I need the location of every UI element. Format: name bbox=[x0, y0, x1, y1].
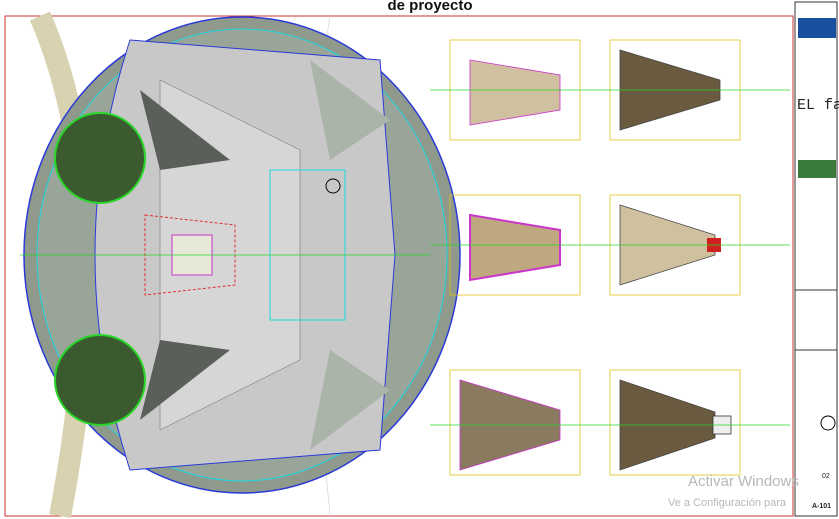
drawing-circle bbox=[54, 334, 146, 426]
title-fragment: de proyecto bbox=[387, 0, 472, 14]
watermark-subtitle: Ve a Configuración para bbox=[668, 497, 787, 509]
drawing-path bbox=[469, 213, 561, 282]
drawing-rect bbox=[794, 1, 838, 517]
project-name: EL far bbox=[797, 97, 839, 114]
watermark-title: Activar Windows bbox=[688, 473, 799, 490]
drawing-path bbox=[140, 90, 230, 420]
drawing-circle bbox=[820, 415, 836, 431]
drawing-rect bbox=[798, 160, 836, 178]
sheet-frame bbox=[4, 15, 794, 517]
drawing-circle bbox=[54, 112, 146, 204]
detail-plans bbox=[430, 39, 790, 476]
drawing-path bbox=[469, 59, 561, 126]
drawing-circle bbox=[325, 178, 341, 194]
drawing-rect bbox=[798, 18, 836, 38]
drawing-rect bbox=[449, 369, 581, 476]
drawing-rect bbox=[269, 169, 346, 321]
sheet-number: 02 bbox=[822, 473, 830, 480]
site-plan bbox=[20, 11, 461, 519]
drawing-path bbox=[144, 214, 236, 296]
title-block: EL far 02 A-101 bbox=[794, 1, 839, 517]
drawing-path bbox=[310, 60, 390, 450]
drawing-rect bbox=[609, 369, 741, 476]
drawing-code: A-101 bbox=[812, 503, 831, 510]
